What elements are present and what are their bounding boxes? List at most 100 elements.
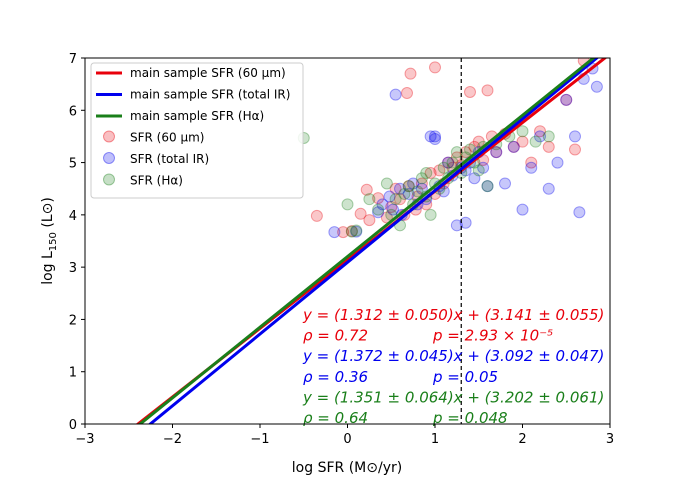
data-point-series-2-3: [350, 224, 363, 237]
data-point-series-1-32: [525, 161, 538, 174]
data-point-series-1-3: [376, 198, 389, 211]
data-point-series-0-43: [429, 61, 441, 74]
data-point-series-0-18: [424, 167, 437, 180]
data-point-series-2-31: [516, 125, 529, 138]
data-point-series-0-27: [464, 85, 476, 98]
legend-box: [90, 62, 304, 199]
data-point-series-2-13: [411, 185, 424, 198]
data-point-series-0-16: [415, 177, 428, 190]
data-point-series-1-18: [442, 156, 455, 169]
data-point-series-0-44: [401, 87, 413, 100]
annotation-2-left: y = (1.372 ± 0.045)x + (3.092 ± 0.047): [302, 347, 604, 365]
data-point-series-1-43: [429, 133, 441, 146]
data-point-series-0-29: [472, 135, 485, 148]
data-point-series-2-2: [345, 225, 358, 238]
data-point-series-2-10: [398, 187, 411, 200]
y-tick-label-5: 5: [69, 157, 77, 172]
data-point-series-1-15: [429, 130, 441, 143]
data-point-series-0-41: [569, 143, 581, 156]
data-point-series-0-3: [354, 207, 367, 220]
data-point-series-2-14: [415, 172, 428, 185]
axis-ticks: −3 −2 −1 0 1 2 3 0 1 2 3 4 5 6 7: [69, 52, 614, 447]
data-point-series-0-31: [481, 84, 494, 97]
fit-line-2: [137, 58, 596, 424]
data-point-series-2-28: [481, 180, 494, 193]
legend-marker-swatch-0: [103, 130, 115, 143]
data-point-series-1-30: [507, 140, 520, 153]
data-point-series-1-33: [534, 130, 546, 143]
data-point-series-1-38: [573, 206, 586, 219]
data-point-series-0-22: [442, 156, 455, 169]
data-point-series-1-7: [394, 182, 406, 195]
data-point-series-1-24: [468, 172, 481, 185]
data-point-series-1-20: [450, 219, 463, 232]
data-point-series-0-38: [534, 125, 546, 138]
data-point-series-2-4: [363, 193, 376, 206]
data-point-series-2-22: [450, 146, 463, 159]
data-point-series-2-26: [472, 164, 485, 177]
annotation-4-left: y = (1.351 ± 0.064)x + (3.202 ± 0.061): [302, 388, 604, 406]
data-point-series-1-36: [560, 93, 573, 106]
data-point-series-2-5: [372, 203, 385, 216]
data-point-series-1-2: [372, 206, 385, 219]
data-point-series-1-31: [516, 203, 529, 216]
data-point-series-1-35: [551, 156, 564, 169]
data-point-series-2-8: [389, 193, 402, 206]
x-tick-label-5: 2: [518, 432, 526, 447]
data-point-series-1-29: [499, 177, 511, 190]
data-point-series-2-1: [341, 198, 354, 211]
y-tick-label-1: 1: [69, 366, 77, 381]
y-tick-label-0: 0: [69, 418, 77, 433]
data-point-series-1-10: [407, 177, 420, 190]
legend-marker-label-1: SFR (total IR): [130, 152, 209, 166]
y-axis-label: log L150 (L⊙): [40, 197, 59, 285]
data-point-series-0-40: [560, 93, 573, 106]
data-point-series-0-5: [363, 214, 376, 227]
data-point-series-0-13: [404, 67, 417, 80]
annotation-3-right: p = 0.05: [432, 368, 498, 386]
data-point-series-2-33: [542, 130, 555, 143]
x-tick-label-0: −3: [75, 432, 94, 447]
data-point-series-1-26: [477, 161, 490, 174]
x-tick-label-3: 0: [343, 432, 351, 447]
y-tick-label-2: 2: [69, 313, 77, 328]
legend-marker-label-0: SFR (60 μm): [130, 131, 204, 145]
data-point-series-0-2: [345, 225, 358, 238]
data-point-series-2-6: [380, 177, 393, 190]
x-tick-label-4: 1: [431, 432, 439, 447]
data-point-series-0-10: [394, 193, 406, 206]
x-tick-label-2: −1: [250, 432, 269, 447]
data-point-series-1-34: [542, 182, 555, 195]
annotation-5-left: ρ = 0.64: [303, 409, 368, 427]
y-axis-label-main: log L: [40, 251, 56, 285]
legend-marker-label-2: SFR (Hα): [130, 174, 183, 188]
data-point-series-0-24: [450, 151, 463, 164]
data-point-series-2-11: [402, 180, 415, 193]
data-point-series-0-4: [360, 183, 373, 196]
fit-line-1: [147, 58, 600, 424]
data-point-series-0-39: [542, 140, 555, 153]
data-point-series-1-1: [350, 225, 363, 238]
data-point-series-0-36: [516, 135, 529, 148]
data-point-series-0-9: [389, 182, 402, 195]
data-point-series-2-19: [437, 161, 450, 174]
data-point-series-1-6: [389, 88, 402, 101]
data-point-series-1-37: [569, 130, 581, 143]
legend: main sample SFR (60 μm) main sample SFR (…: [90, 62, 304, 199]
legend-line-label-2: main sample SFR (Hα): [130, 109, 264, 123]
y-tick-label-3: 3: [69, 261, 77, 276]
data-point-series-1-28: [490, 146, 503, 159]
data-point-series-1-12: [415, 182, 428, 195]
x-axis-label: log SFR (M⊙/yr): [292, 460, 402, 476]
data-point-series-1-4: [383, 190, 396, 203]
data-point-series-2-35: [420, 167, 433, 180]
x-tick-label-6: 3: [606, 432, 614, 447]
data-point-series-0-0: [310, 209, 323, 222]
data-point-series-1-9: [402, 187, 415, 200]
data-point-series-1-5: [387, 203, 399, 216]
legend-marker-swatch-1: [103, 152, 115, 164]
fit-lines: [135, 58, 608, 424]
data-point-series-1-42: [459, 216, 472, 229]
data-point-series-1-14: [424, 130, 437, 143]
